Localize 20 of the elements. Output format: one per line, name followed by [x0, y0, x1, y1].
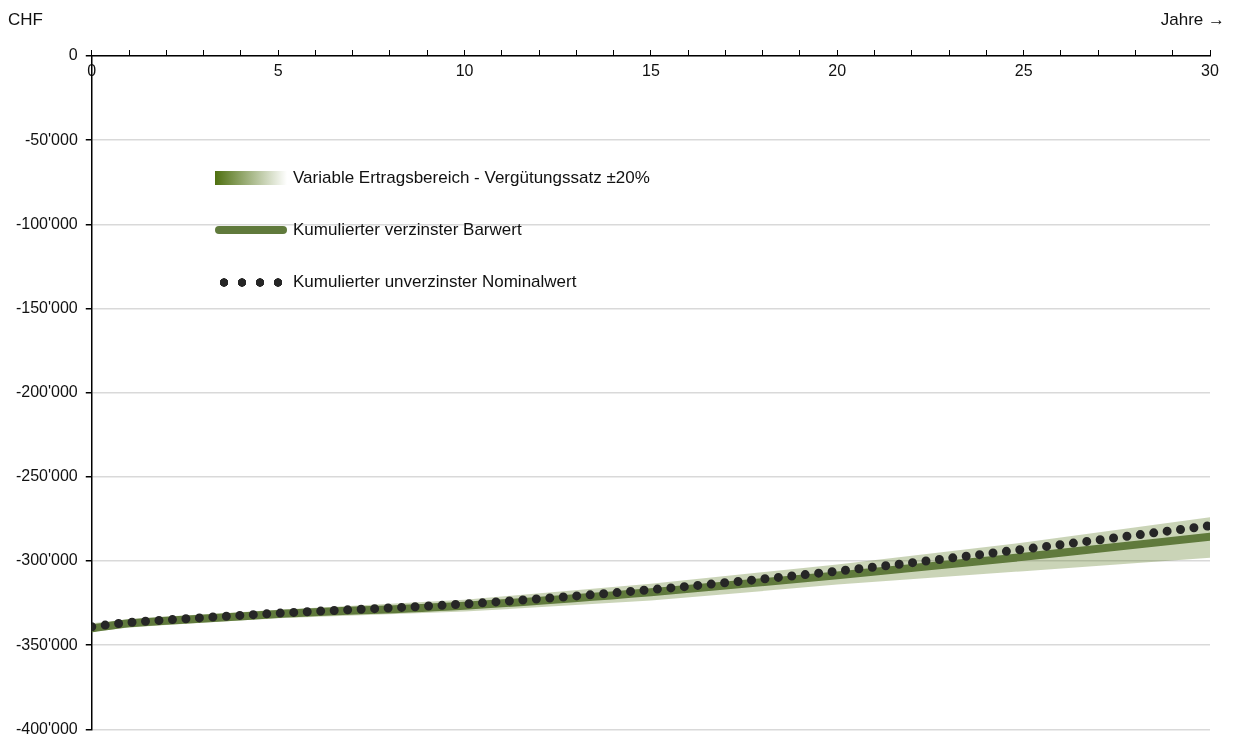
legend-label: Kumulierter unverzinster Nominalwert: [293, 271, 577, 293]
y-tick-label: -400'000: [15, 719, 78, 737]
annotation: Variable Ertragsbereich - Vergütungssatz ±20%: [293, 167, 650, 189]
y-tick-label: -250'000: [15, 467, 78, 485]
y-tick-label: -50'000: [24, 130, 78, 148]
x-tick-label: 10: [455, 62, 474, 80]
x-tick-label: 15: [641, 62, 660, 80]
x-tick-label: 20: [828, 62, 847, 80]
x-tick-label: 25: [1014, 62, 1033, 80]
y-tick-label: -350'000: [15, 635, 78, 653]
y-tick-label: 0: [68, 46, 78, 64]
y-tick-label: -100'000: [15, 214, 78, 232]
y-tick-label: -200'000: [15, 383, 78, 401]
legend-label: Kumulierter verzinster Barwert: [293, 219, 522, 241]
y-tick-label: -150'000: [15, 298, 78, 316]
y-axis-title: CHF: [8, 10, 43, 30]
x-axis-title: Jahre →: [1160, 10, 1225, 30]
y-tick-label: -300'000: [15, 551, 78, 569]
x-tick-label: 30: [1201, 62, 1219, 80]
x-tick-label: 5: [273, 62, 283, 80]
